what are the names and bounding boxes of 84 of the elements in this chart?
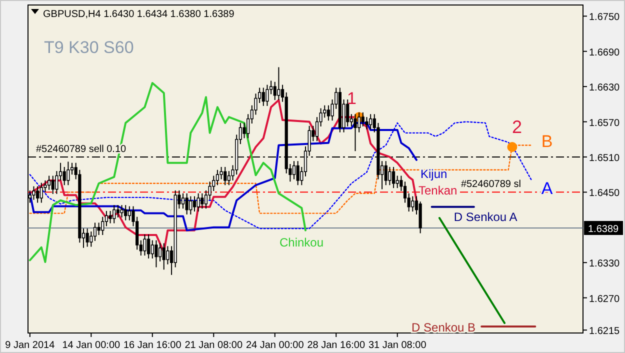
candlestick — [315, 116, 319, 142]
candlestick — [150, 240, 154, 259]
candlestick — [181, 192, 185, 210]
candlestick — [166, 246, 170, 265]
line-series — [29, 121, 532, 230]
candlestick — [93, 222, 97, 242]
ref-line-label: 1.6389 — [588, 224, 620, 235]
candlestick — [147, 234, 150, 259]
candlestick — [196, 192, 200, 212]
x-tick-label: 16 Jan 16:00 — [123, 340, 182, 351]
candlestick — [104, 210, 108, 227]
annotation: 2 — [512, 117, 522, 137]
candlestick — [97, 222, 100, 236]
series-label: B — [541, 132, 553, 152]
candlestick — [189, 196, 192, 215]
candlestick — [346, 98, 350, 127]
y-tick-label: 1.6450 — [589, 188, 620, 200]
series-label: Kijun — [420, 166, 448, 181]
candlestick — [403, 181, 407, 204]
x-tick-label: 14 Jan 00:00 — [62, 340, 121, 351]
candlestick — [204, 190, 208, 210]
candlestick — [266, 84, 269, 106]
candlestick — [227, 170, 230, 186]
x-tick-label: 24 Jan 00:00 — [246, 340, 304, 351]
candlestick — [200, 192, 204, 210]
candlestick — [124, 204, 128, 221]
candlestick — [128, 206, 131, 221]
candlestick — [361, 112, 364, 127]
y-tick-label: 1.6750 — [589, 12, 620, 24]
candlestick — [369, 114, 372, 130]
ref-line-label: #52460789 sl — [460, 179, 521, 190]
candlestick — [116, 204, 120, 218]
series-label: D Senkou A — [454, 210, 518, 224]
x-tick-label: 21 Jan 08:00 — [184, 340, 243, 351]
candlestick — [32, 186, 36, 200]
candlestick — [158, 242, 162, 262]
candlestick — [192, 196, 196, 212]
candlestick — [48, 175, 51, 190]
candlestick — [62, 166, 66, 186]
candlestick — [354, 114, 357, 152]
candlestick — [292, 160, 296, 180]
y-tick-label: 1.6330 — [589, 258, 620, 270]
x-tick-label: 9 Jan 2014 — [5, 340, 56, 351]
candlestick — [90, 230, 93, 248]
y-tick-label: 1.6690 — [589, 47, 620, 58]
candlestick — [296, 160, 300, 186]
candlestick — [36, 186, 40, 204]
candlestick — [86, 228, 89, 248]
y-tick-label: 1.6215 — [589, 326, 620, 338]
y-tick-label: 1.6630 — [589, 82, 620, 94]
x-tick-label: 28 Jan 16:00 — [307, 340, 366, 351]
candlestick — [143, 234, 146, 256]
candlestick — [66, 161, 70, 186]
candlestick — [262, 87, 265, 106]
candlestick — [108, 210, 112, 224]
chart-title: GBPUSD,H4 1.6430 1.6434 1.6380 1.6389 — [43, 9, 235, 20]
annotation: 1 — [347, 89, 356, 108]
y-tick-label: 1.6510 — [589, 152, 620, 164]
candlestick — [101, 216, 104, 236]
candlestick — [40, 182, 43, 204]
candlestick — [216, 169, 220, 186]
candlestick — [365, 116, 368, 130]
candlestick — [120, 204, 124, 218]
y-tick-label: 1.6270 — [589, 294, 620, 305]
candlestick — [396, 175, 399, 189]
candlestick — [277, 66, 280, 101]
annotation: T9 K30 S60 — [44, 38, 134, 57]
candlestick — [185, 192, 188, 215]
candlestick — [162, 242, 166, 270]
candlestick — [224, 166, 227, 186]
candlestick — [112, 204, 116, 224]
candlestick — [411, 196, 414, 212]
candlestick — [51, 175, 54, 194]
candlestick — [242, 122, 246, 139]
series-label: D Senkou B — [412, 320, 476, 335]
x-tick-label: 31 Jan 08:00 — [368, 340, 427, 351]
candlestick — [392, 166, 396, 189]
candlestick — [154, 240, 158, 268]
y-tick-label: 1.6570 — [589, 118, 620, 129]
candlestick — [326, 104, 330, 122]
candlestick — [384, 160, 388, 186]
series-label: Chinkou — [280, 235, 324, 250]
candlestick — [388, 166, 392, 186]
candlestick — [246, 114, 250, 139]
